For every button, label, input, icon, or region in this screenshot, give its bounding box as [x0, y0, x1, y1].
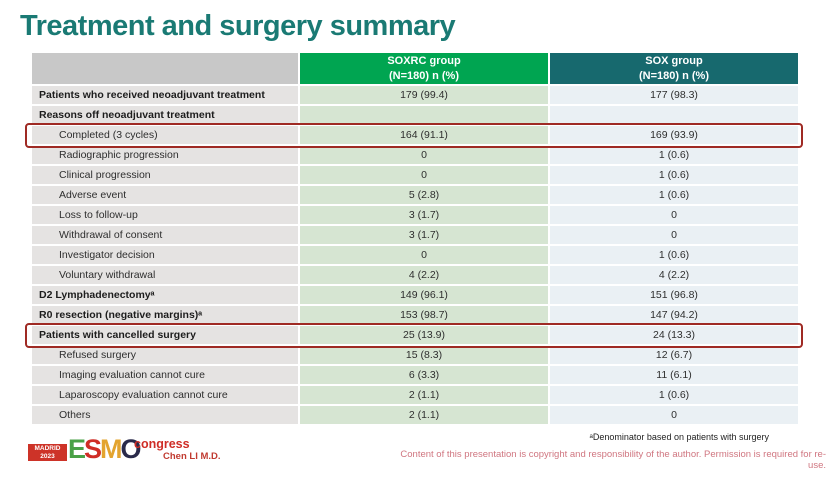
row-label: Patients with cancelled surgery	[32, 326, 298, 344]
sox-value: 1 (0.6)	[550, 166, 798, 184]
treatment-summary-table: SOXRC group (N=180) n (%) SOX group (N=1…	[30, 51, 800, 426]
header-blank-cell	[32, 53, 298, 84]
sox-value: 0	[550, 206, 798, 224]
soxrc-value	[300, 106, 548, 124]
header-soxrc-line2: (N=180) n (%)	[389, 69, 459, 82]
table-row: R0 resection (negative margins)ᵃ 153 (98.…	[32, 306, 798, 324]
table-row: Loss to follow-up 3 (1.7) 0	[32, 206, 798, 224]
esmo-letter-s: S	[84, 434, 102, 464]
sox-value: 1 (0.6)	[550, 186, 798, 204]
table-row: Imaging evaluation cannot cure 6 (3.3) 11 …	[32, 366, 798, 384]
row-label: D2 Lymphadenectomyᵃ	[32, 286, 298, 304]
table-row: Clinical progression 0 1 (0.6)	[32, 166, 798, 184]
esmo-letter-e: E	[68, 434, 86, 464]
row-label: Reasons off neoadjuvant treatment	[32, 106, 298, 124]
row-label: Imaging evaluation cannot cure	[32, 366, 298, 384]
table-row: Others 2 (1.1) 0	[32, 406, 798, 424]
esmo-wordmark: ESMO	[68, 434, 142, 465]
row-label: R0 resection (negative margins)ᵃ	[32, 306, 298, 324]
sox-value: 24 (13.3)	[550, 326, 798, 344]
year-label: 2023	[40, 453, 55, 460]
denominator-footnote: ᵃDenominator based on patients with surg…	[589, 432, 769, 442]
table-row: Patients with cancelled surgery 25 (13.9)…	[32, 326, 798, 344]
sox-value: 1 (0.6)	[550, 146, 798, 164]
sox-value: 147 (94.2)	[550, 306, 798, 324]
row-label: Patients who received neoadjuvant treatm…	[32, 86, 298, 104]
row-label: Laparoscopy evaluation cannot cure	[32, 386, 298, 404]
row-label: Loss to follow-up	[32, 206, 298, 224]
table-row: D2 Lymphadenectomyᵃ 149 (96.1) 151 (96.8)	[32, 286, 798, 304]
header-sox-line1: SOX group	[645, 55, 703, 68]
esmo-letter-o: O	[120, 434, 142, 464]
sox-value: 11 (6.1)	[550, 366, 798, 384]
soxrc-value: 3 (1.7)	[300, 206, 548, 224]
sox-value: 4 (2.2)	[550, 266, 798, 284]
soxrc-value: 2 (1.1)	[300, 406, 548, 424]
soxrc-value: 5 (2.8)	[300, 186, 548, 204]
sox-value: 177 (98.3)	[550, 86, 798, 104]
sox-value: 0	[550, 406, 798, 424]
table-row: Patients who received neoadjuvant treatm…	[32, 86, 798, 104]
table-row: Withdrawal of consent 3 (1.7) 0	[32, 226, 798, 244]
table-row: Reasons off neoadjuvant treatment	[32, 106, 798, 124]
sox-value: 12 (6.7)	[550, 346, 798, 364]
table-row: Radiographic progression 0 1 (0.6)	[32, 146, 798, 164]
esmo-congress-logo: MADRID 2023 ESMO congress	[28, 434, 198, 475]
soxrc-value: 164 (91.1)	[300, 126, 548, 144]
header-sox-line2: (N=180) n (%)	[639, 69, 709, 82]
table-row: Completed (3 cycles) 164 (91.1) 169 (93.9)	[32, 126, 798, 144]
soxrc-value: 6 (3.3)	[300, 366, 548, 384]
soxrc-value: 25 (13.9)	[300, 326, 548, 344]
row-label: Radiographic progression	[32, 146, 298, 164]
congress-label: congress	[134, 437, 190, 451]
header-row: SOXRC group (N=180) n (%) SOX group (N=1…	[32, 53, 798, 84]
row-label: Voluntary withdrawal	[32, 266, 298, 284]
page-title: Treatment and surgery summary	[20, 10, 456, 42]
table-row: Voluntary withdrawal 4 (2.2) 4 (2.2)	[32, 266, 798, 284]
header-sox-group: SOX group (N=180) n (%)	[550, 53, 798, 84]
madrid-2023-badge: MADRID 2023	[28, 444, 67, 461]
soxrc-value: 15 (8.3)	[300, 346, 548, 364]
presenter-name: Chen LI M.D.	[163, 451, 221, 462]
row-label: Withdrawal of consent	[32, 226, 298, 244]
soxrc-value: 4 (2.2)	[300, 266, 548, 284]
header-soxrc-line1: SOXRC group	[387, 55, 461, 68]
sox-value: 1 (0.6)	[550, 246, 798, 264]
row-label: Refused surgery	[32, 346, 298, 364]
copyright-notice: Content of this presentation is copyrigh…	[400, 449, 826, 471]
sox-value: 1 (0.6)	[550, 386, 798, 404]
soxrc-value: 0	[300, 246, 548, 264]
soxrc-value: 153 (98.7)	[300, 306, 548, 324]
sox-value: 151 (96.8)	[550, 286, 798, 304]
sox-value: 0	[550, 226, 798, 244]
table-body: Patients who received neoadjuvant treatm…	[32, 86, 798, 424]
sox-value	[550, 106, 798, 124]
table-row: Adverse event 5 (2.8) 1 (0.6)	[32, 186, 798, 204]
row-label: Clinical progression	[32, 166, 298, 184]
row-label: Others	[32, 406, 298, 424]
table-row: Investigator decision 0 1 (0.6)	[32, 246, 798, 264]
soxrc-value: 149 (96.1)	[300, 286, 548, 304]
table-row: Refused surgery 15 (8.3) 12 (6.7)	[32, 346, 798, 364]
header-soxrc-group: SOXRC group (N=180) n (%)	[300, 53, 548, 84]
sox-value: 169 (93.9)	[550, 126, 798, 144]
soxrc-value: 0	[300, 146, 548, 164]
esmo-letter-m: M	[100, 434, 122, 464]
soxrc-value: 3 (1.7)	[300, 226, 548, 244]
row-label: Investigator decision	[32, 246, 298, 264]
soxrc-value: 2 (1.1)	[300, 386, 548, 404]
table-row: Laparoscopy evaluation cannot cure 2 (1.1…	[32, 386, 798, 404]
madrid-label: MADRID	[34, 445, 61, 452]
row-label: Adverse event	[32, 186, 298, 204]
soxrc-value: 0	[300, 166, 548, 184]
row-label: Completed (3 cycles)	[32, 126, 298, 144]
soxrc-value: 179 (99.4)	[300, 86, 548, 104]
